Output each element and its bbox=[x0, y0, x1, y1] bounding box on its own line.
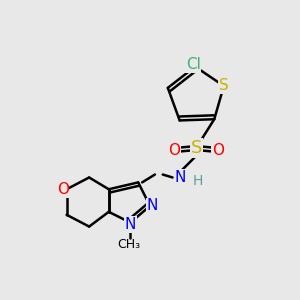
Text: Cl: Cl bbox=[186, 57, 201, 72]
Text: S: S bbox=[219, 78, 229, 93]
Text: CH₃: CH₃ bbox=[117, 238, 140, 251]
Text: O: O bbox=[212, 142, 224, 158]
Text: S: S bbox=[190, 139, 202, 157]
Text: H: H bbox=[193, 174, 203, 188]
Text: O: O bbox=[57, 182, 69, 197]
Text: N: N bbox=[125, 217, 136, 232]
Text: O: O bbox=[169, 142, 181, 158]
Text: N: N bbox=[146, 198, 158, 213]
Text: N: N bbox=[175, 170, 186, 185]
